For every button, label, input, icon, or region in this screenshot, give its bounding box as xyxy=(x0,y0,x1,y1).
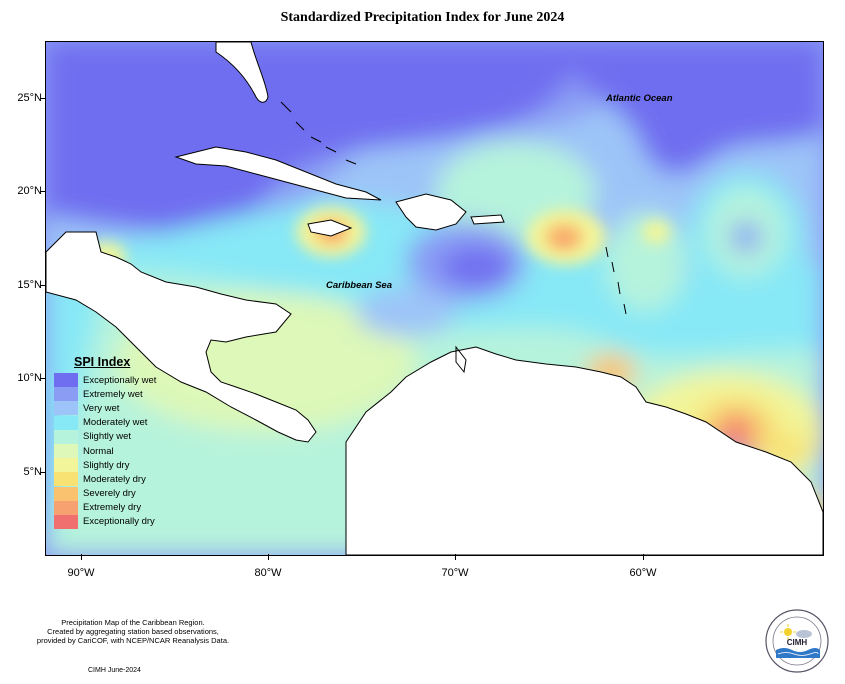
legend-item-very-wet: Very wet xyxy=(54,401,156,416)
legend-label: Extremely wet xyxy=(83,388,143,400)
legend-item-extremely-dry: Extremely dry xyxy=(54,500,156,515)
legend-swatch xyxy=(54,429,78,444)
credits-line-3: provided by CariCOF, with NCEP/NCAR Rean… xyxy=(36,636,230,645)
y-tick xyxy=(40,285,45,286)
legend-label: Exceptionally wet xyxy=(83,374,157,386)
spi-map xyxy=(46,42,823,555)
map-frame xyxy=(45,41,824,556)
legend-swatch xyxy=(54,514,78,529)
date-label: CIMH June-2024 xyxy=(88,667,141,674)
y-tick xyxy=(40,472,45,473)
x-tick xyxy=(643,554,644,560)
lon-label-60w: 60°W xyxy=(629,567,657,579)
legend-swatch xyxy=(54,373,78,388)
legend-label: Moderately wet xyxy=(83,417,148,429)
legend: SPI Index Exceptionally wet Extremely we… xyxy=(54,355,156,529)
legend-title: SPI Index xyxy=(74,355,131,369)
caribbean-sea-label: Caribbean Sea xyxy=(326,280,392,291)
credits-line-2: Created by aggregating station based obs… xyxy=(47,627,219,636)
legend-swatch xyxy=(54,444,78,459)
legend-label: Normal xyxy=(83,445,114,457)
y-tick xyxy=(40,378,45,379)
legend-item-exceptionally-wet: Exceptionally wet xyxy=(54,373,157,388)
legend-label: Very wet xyxy=(83,402,120,414)
x-tick xyxy=(455,554,456,560)
legend-item-moderately-wet: Moderately wet xyxy=(54,415,156,430)
y-tick xyxy=(40,98,45,99)
svg-text:CIMH: CIMH xyxy=(787,638,808,647)
lon-label-90w: 90°W xyxy=(67,567,95,579)
lat-label-10n: 10°N xyxy=(17,372,42,384)
legend-item-extremely-wet: Extremely wet xyxy=(54,387,156,402)
legend-items: Exceptionally wet Extremely wet Very wet… xyxy=(54,373,156,529)
legend-label: Slightly wet xyxy=(83,431,132,443)
legend-label: Exceptionally dry xyxy=(83,516,155,528)
lat-label-5n: 5°N xyxy=(23,466,42,478)
legend-swatch xyxy=(54,415,78,430)
legend-label: Slightly dry xyxy=(83,459,130,471)
legend-swatch xyxy=(54,387,78,402)
legend-swatch xyxy=(54,486,78,501)
lat-label-25n: 25°N xyxy=(17,92,42,104)
legend-swatch xyxy=(54,401,78,416)
legend-label: Moderately dry xyxy=(83,473,146,485)
legend-item-moderately-dry: Moderately dry xyxy=(54,472,156,487)
atlantic-ocean-label: Atlantic Ocean xyxy=(606,93,673,104)
legend-label: Severely dry xyxy=(83,488,136,500)
legend-item-normal: Normal xyxy=(54,444,156,459)
legend-swatch xyxy=(54,500,78,515)
legend-item-severely-dry: Severely dry xyxy=(54,486,156,501)
legend-label: Extremely dry xyxy=(83,502,142,514)
lat-label-15n: 15°N xyxy=(17,279,42,291)
x-tick xyxy=(81,554,82,560)
lat-label-20n: 20°N xyxy=(17,185,42,197)
legend-swatch xyxy=(54,458,78,473)
x-tick xyxy=(268,554,269,560)
y-tick xyxy=(40,191,45,192)
lon-label-70w: 70°W xyxy=(441,567,469,579)
legend-swatch xyxy=(54,472,78,487)
legend-item-exceptionally-dry: Exceptionally dry xyxy=(54,514,156,529)
legend-item-slightly-wet: Slightly wet xyxy=(54,429,156,444)
lon-label-80w: 80°W xyxy=(254,567,282,579)
credits: Precipitation Map of the Caribbean Regio… xyxy=(18,618,248,645)
cimh-logo-icon: CIMH xyxy=(765,609,829,673)
map-title: Standardized Precipitation Index for Jun… xyxy=(280,10,565,25)
land xyxy=(46,42,823,555)
legend-item-slightly-dry: Slightly dry xyxy=(54,458,156,473)
credits-line-1: Precipitation Map of the Caribbean Regio… xyxy=(61,618,205,627)
